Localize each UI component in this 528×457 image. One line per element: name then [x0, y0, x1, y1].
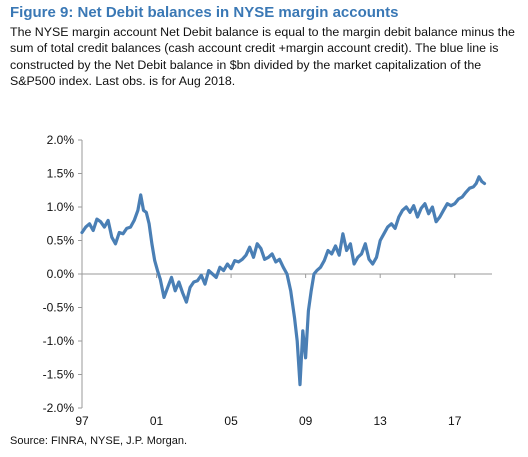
y-tick-label: 1.5% [47, 167, 75, 181]
figure-description: The NYSE margin account Net Debit balanc… [10, 25, 515, 88]
y-tick-label: -0.5% [43, 301, 75, 315]
y-tick-label: 1.0% [47, 200, 75, 214]
x-axis: 97 01 05 09 13 17 [75, 273, 492, 428]
y-tick-label: 2.0% [47, 133, 75, 147]
y-tick-label: -2.0% [43, 401, 75, 415]
x-tick-label: 09 [299, 414, 313, 428]
x-tick-label: 05 [224, 414, 238, 428]
y-axis: 2.0% 1.5% 1.0% 0.5% 0.0% -0.5% -1.0% -1.5% -2.0% [43, 133, 83, 415]
x-tick-label: 97 [75, 414, 89, 428]
source-note: Source: FINRA, NYSE, J.P. Morgan. [10, 435, 188, 447]
series-line [80, 175, 487, 387]
series-group [80, 175, 487, 387]
y-tick-label: -1.5% [43, 368, 75, 382]
y-tick-label: 0.5% [47, 234, 75, 248]
y-tick-label: -1.0% [43, 334, 75, 348]
y-tick-label: 0.0% [47, 267, 75, 281]
x-tick-label: 01 [150, 414, 164, 428]
x-tick-label: 13 [374, 414, 388, 428]
x-tick-label: 17 [448, 414, 462, 428]
figure-title: Figure 9: Net Debit balances in NYSE mar… [10, 4, 399, 21]
